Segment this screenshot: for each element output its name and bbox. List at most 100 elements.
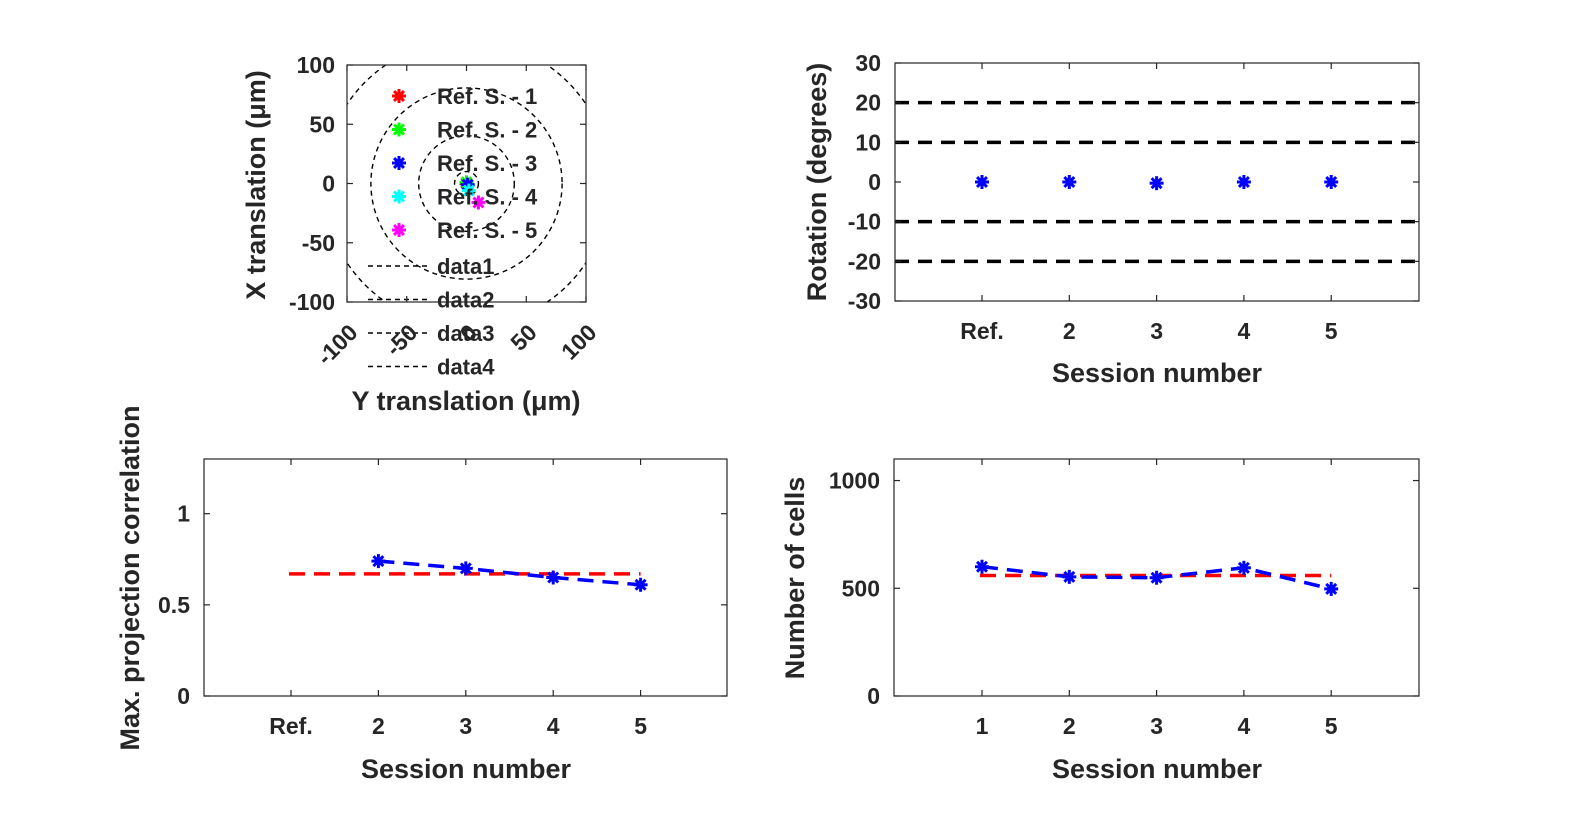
projection-correlation-y-tick-label: 1 xyxy=(177,501,190,527)
rotation-x-tick-label: 5 xyxy=(1325,318,1338,344)
cell-count-x-tick-label: 3 xyxy=(1150,713,1163,739)
translation-point-5-core xyxy=(474,198,483,207)
projection-correlation-point-5 xyxy=(633,577,648,592)
projection-correlation-point-2-core xyxy=(374,557,383,566)
cell-count-x-tick-label: 4 xyxy=(1238,713,1251,739)
projection-correlation-x-tick-label: Ref. xyxy=(269,713,312,739)
cell-count-point-5 xyxy=(1324,581,1339,596)
rotation-point-3 xyxy=(1149,176,1164,191)
legend-marker-5-core xyxy=(395,226,403,234)
rotation-y-tick-label: 20 xyxy=(855,90,881,116)
translation-x-tick-label: 100 xyxy=(556,319,602,365)
rotation-y-ticks: 30 20 10 0 -10 -20 -30 xyxy=(848,50,1419,314)
rotation-y-axis-label: Rotation (degrees) xyxy=(802,63,832,302)
cell-count-panel: 1 2 3 4 5 1000 500 0 Session number Number of … xyxy=(780,458,1420,784)
translation-legend: Ref. S. - 1 Ref. S. - 2 Ref. S. - 3 Ref. S.… xyxy=(368,84,538,380)
rotation-point-2-core xyxy=(1065,178,1074,186)
cell-count-point-1 xyxy=(975,559,989,574)
legend-label-data3: data3 xyxy=(437,321,494,346)
translation-y-tick-label: 50 xyxy=(309,111,335,137)
legend-marker-1-core xyxy=(395,92,403,100)
legend-marker-2-core xyxy=(395,125,403,134)
projection-correlation-y-tick-label: 0 xyxy=(177,683,190,709)
projection-correlation-point-2 xyxy=(371,554,386,569)
projection-correlation-x-tick-label: 2 xyxy=(372,713,385,739)
rotation-x-tick-label: 2 xyxy=(1063,318,1076,344)
rotation-x-tick-label: Ref. xyxy=(960,318,1003,344)
rotation-y-tick-label: -20 xyxy=(848,248,881,274)
translation-y-tick-label: -50 xyxy=(302,230,335,256)
projection-correlation-x-axis-label: Session number xyxy=(361,754,572,784)
legend-label-4: Ref. S. - 4 xyxy=(437,185,538,210)
cell-count-point-4 xyxy=(1236,560,1251,575)
projection-correlation-point-4 xyxy=(546,570,561,585)
legend-marker-3 xyxy=(392,156,406,170)
cell-count-point-2 xyxy=(1062,569,1077,584)
rotation-threshold-lines xyxy=(895,100,1419,264)
projection-correlation-y-axis-label: Max. projection correlation xyxy=(115,405,145,750)
cell-count-point-3-core xyxy=(1152,573,1161,582)
projection-correlation-y-ticks: 10.50 xyxy=(158,501,727,709)
rotation-point-2 xyxy=(1062,175,1077,189)
rotation-point-1 xyxy=(975,175,989,189)
cell-count-x-tick-label: 2 xyxy=(1063,713,1076,739)
legend-marker-2 xyxy=(392,122,406,137)
projection-correlation-x-tick-label: 4 xyxy=(547,713,560,739)
projection-correlation-point-4-core xyxy=(549,573,558,582)
translation-markers xyxy=(459,175,486,210)
rotation-panel: Ref. 2 3 4 5 30 20 10 0 -10 -20 -30 Session number… xyxy=(802,50,1420,388)
rotation-x-tick-label: 3 xyxy=(1150,318,1163,344)
cell-count-point-2-core xyxy=(1065,572,1074,581)
translation-panel: Ref. S. - 1 Ref. S. - 2 Ref. S. - 3 Ref. S.… xyxy=(241,52,602,416)
projection-correlation-point-3 xyxy=(458,561,473,576)
legend-label-data2: data2 xyxy=(437,288,494,313)
cell-count-markers xyxy=(975,559,1339,596)
translation-y-ticks: 100 50 0 -50 -100 xyxy=(289,52,586,315)
translation-x-axis-label: Y translation (μm) xyxy=(351,386,580,416)
rotation-point-4 xyxy=(1236,175,1251,189)
rotation-y-tick-label: 30 xyxy=(855,50,881,76)
rotation-y-tick-label: -30 xyxy=(848,288,881,314)
cell-count-x-axis-label: Session number xyxy=(1052,754,1263,784)
cell-count-point-5-core xyxy=(1327,584,1336,593)
projection-correlation-panel: Ref. 2 3 4 5 10.50 Session number Max. proje… xyxy=(115,405,728,784)
translation-y-tick-label: 100 xyxy=(297,52,335,78)
cell-count-x-ticks: 1 2 3 4 5 xyxy=(976,459,1338,739)
legend-marker-5 xyxy=(392,223,406,237)
cell-count-x-tick-label: 5 xyxy=(1325,713,1338,739)
projection-correlation-markers xyxy=(371,554,648,592)
legend-marker-4 xyxy=(392,189,406,204)
rotation-point-1-core xyxy=(978,178,986,186)
projection-correlation-series-line-1 xyxy=(378,559,641,587)
rotation-x-axis-label: Session number xyxy=(1052,358,1263,388)
rotation-point-5 xyxy=(1324,175,1339,189)
legend-label-3: Ref. S. - 3 xyxy=(437,151,537,176)
legend-label-5: Ref. S. - 5 xyxy=(437,218,537,243)
projection-correlation-y-tick-label: 0.5 xyxy=(158,592,190,618)
rotation-point-4-core xyxy=(1239,178,1248,186)
cell-count-point-4-core xyxy=(1239,563,1248,572)
legend-marker-4-core xyxy=(395,192,403,201)
cell-count-y-axis-label: Number of cells xyxy=(780,477,810,680)
cell-count-y-tick-label: 1000 xyxy=(829,468,880,494)
cell-count-y-ticks: 1000 500 0 xyxy=(829,468,1419,709)
rotation-point-5-core xyxy=(1327,178,1336,186)
rotation-x-ticks: Ref. 2 3 4 5 xyxy=(960,63,1338,344)
projection-correlation-x-ticks: Ref. 2 3 4 5 xyxy=(269,459,647,739)
rotation-point-3-core xyxy=(1152,179,1161,188)
cell-count-y-tick-label: 0 xyxy=(867,683,880,709)
projection-correlation-point-3-core xyxy=(461,564,470,573)
translation-x-tick-label: -50 xyxy=(380,319,422,361)
legend-label-data4: data4 xyxy=(437,355,495,380)
translation-y-tick-label: -100 xyxy=(289,289,335,315)
legend-label-data1: data1 xyxy=(437,254,494,279)
translation-point-4 xyxy=(461,183,476,198)
cell-count-y-tick-label: 500 xyxy=(842,575,880,601)
cell-count-x-tick-label: 1 xyxy=(976,713,989,739)
translation-x-tick-label: 50 xyxy=(505,319,541,355)
translation-y-axis-label: X translation (μm) xyxy=(241,70,271,300)
projection-correlation-plot-area xyxy=(204,459,727,696)
circle-data3 xyxy=(370,87,563,280)
circle-data1 xyxy=(453,170,480,197)
rotation-y-tick-label: -10 xyxy=(848,209,881,235)
